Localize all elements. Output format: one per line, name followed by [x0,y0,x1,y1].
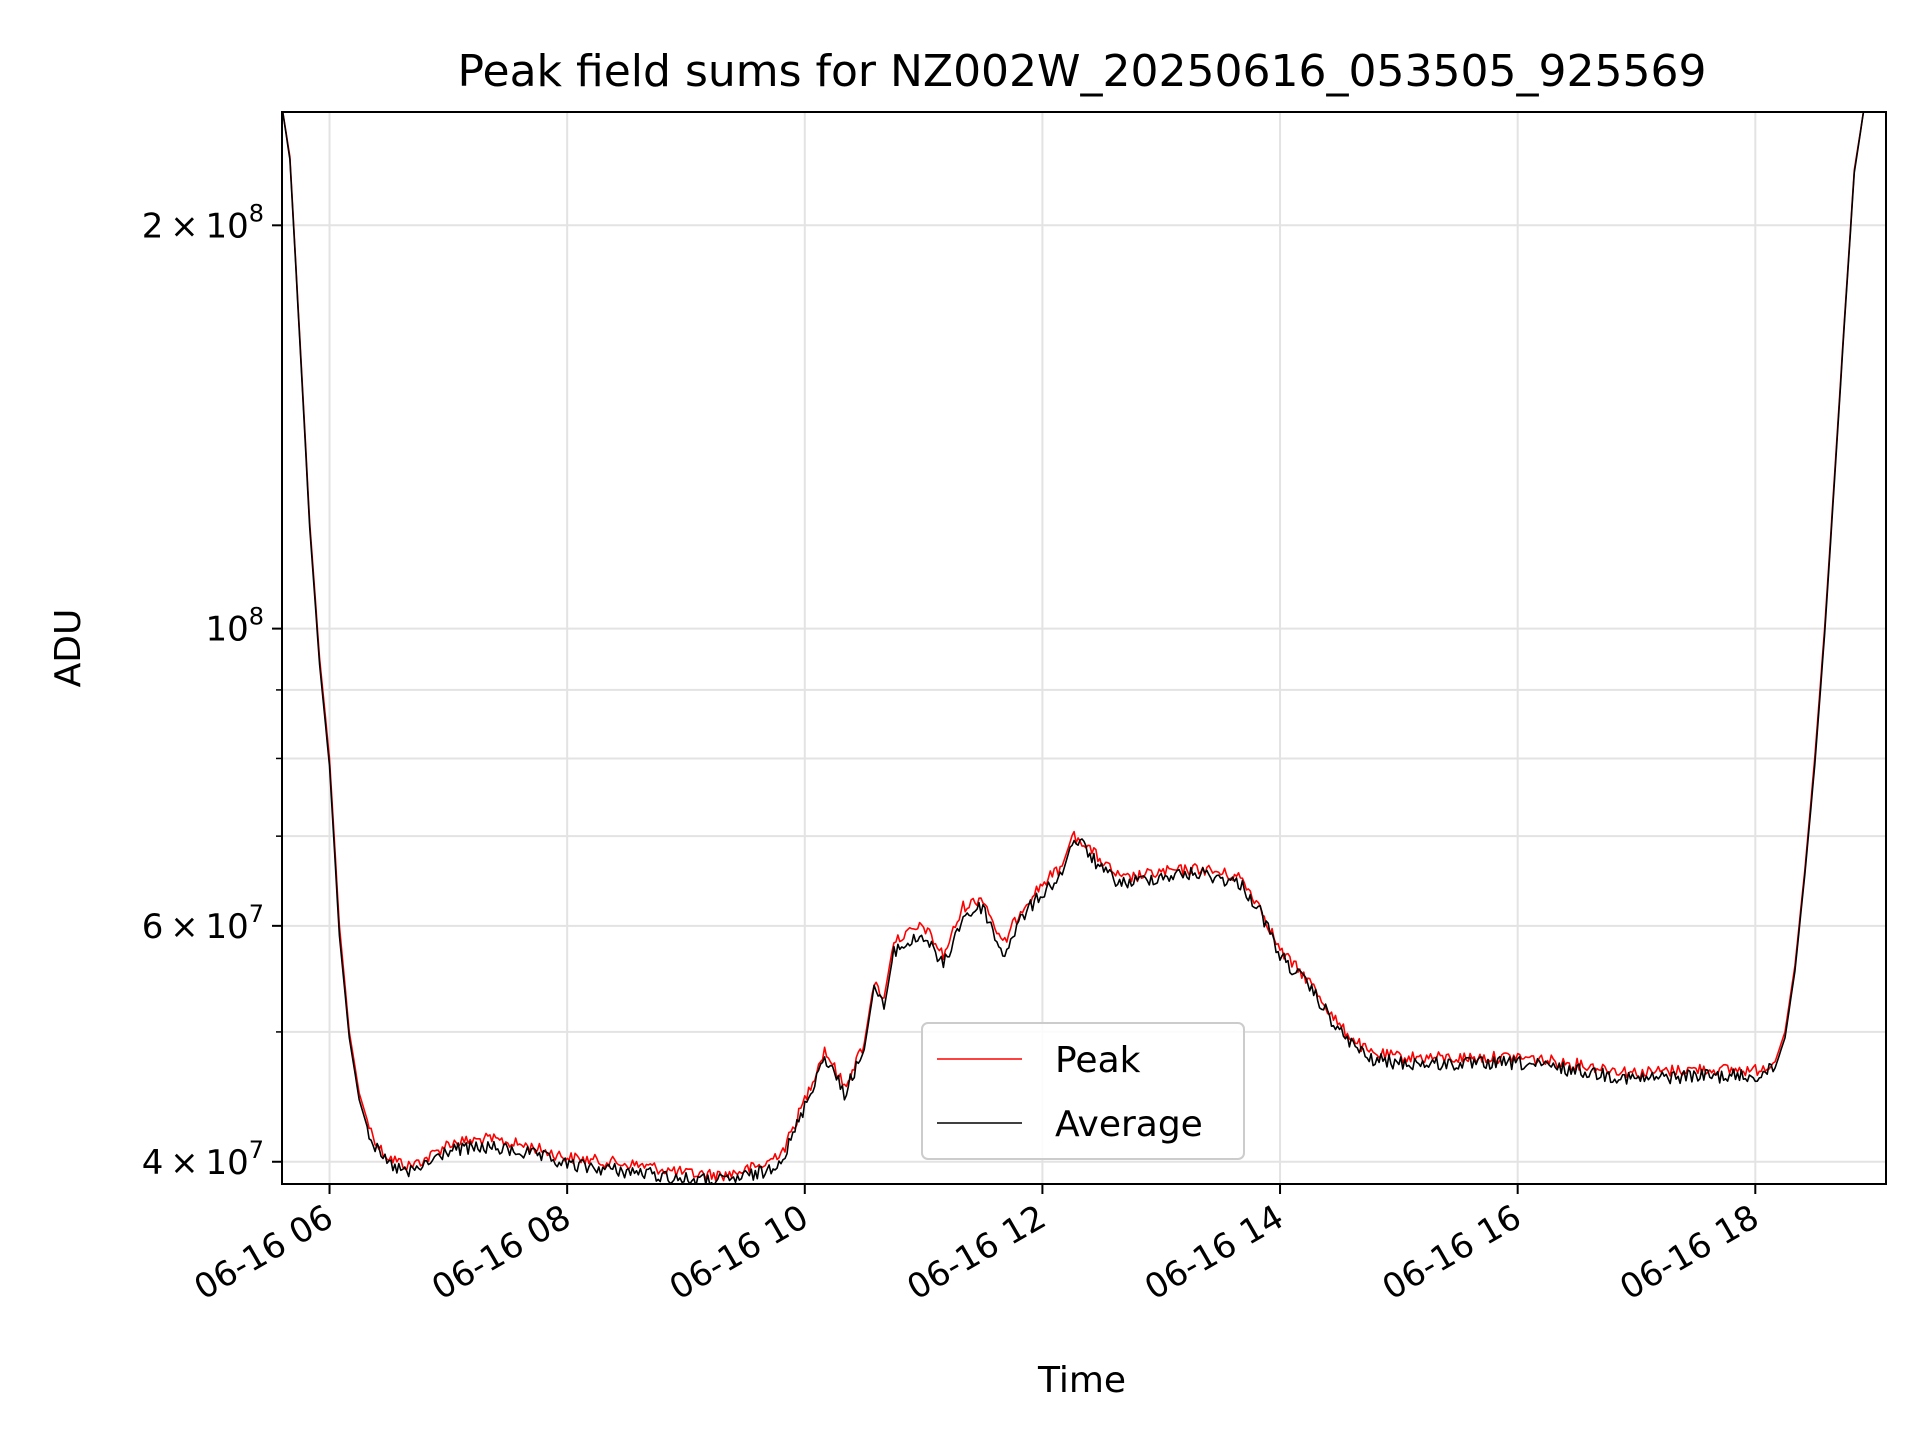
legend-label-average: Average [1055,1104,1203,1145]
x-axis-label: Time [1037,1360,1126,1401]
y-axis-label: ADU [48,609,89,688]
series-layer [282,112,1865,1184]
y-tick-label: 108 [205,603,264,650]
legend-box [921,1022,1245,1160]
legend: Peak Average [921,1022,1245,1160]
grid [282,112,1886,1184]
y-axis-ticks: 4 × 107 6 × 107 108 2 × 108 [142,199,282,1183]
y-tick-label: 4 × 107 [142,1136,264,1183]
y-tick-label: 6 × 107 [142,900,264,947]
y-tick-label: 2 × 108 [142,199,264,246]
legend-label-peak: Peak [1055,1040,1141,1081]
series-line-average [282,112,1865,1184]
chart-title: Peak field sums for NZ002W_20250616_0535… [458,46,1707,97]
plot-frame [281,111,1887,1185]
